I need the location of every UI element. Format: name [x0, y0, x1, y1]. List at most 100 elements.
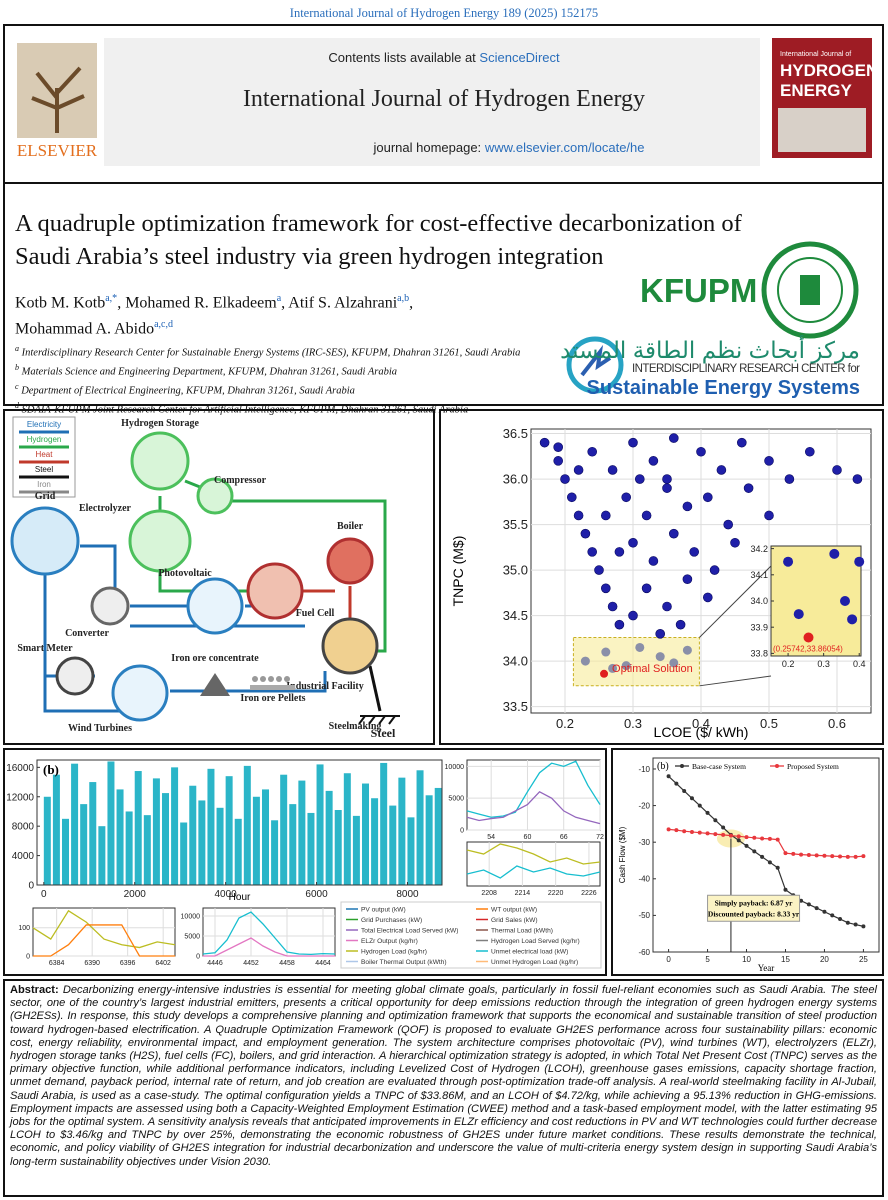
x-tick-label: 0.4: [692, 716, 710, 731]
bar: [98, 826, 106, 885]
x-tick-label: 0.2: [782, 659, 795, 669]
node-label: Industrial Facility: [286, 681, 364, 692]
abstract-label: Abstract:: [10, 984, 59, 996]
abstract-text: Decarbonizing energy-intensive industrie…: [10, 984, 877, 1168]
irc-icon-bolt: [580, 344, 612, 377]
legend-label: Iron: [37, 480, 51, 489]
header-rule: [3, 182, 884, 184]
x-tick-label: 0: [666, 955, 671, 964]
cluster-point: [608, 663, 618, 673]
y-tick-label: 0: [28, 881, 34, 892]
author-sup: a,c,d: [154, 319, 173, 331]
author: Kotb M. Kotb: [15, 294, 106, 312]
node-circle: [326, 537, 374, 585]
legend-label: Thermal Load (kWth): [491, 928, 553, 935]
y-tick-label: 33.9: [750, 622, 768, 632]
y-tick-label: 34.1: [750, 570, 768, 580]
x-tick-label: 6384: [49, 960, 65, 967]
series-marker: [760, 836, 765, 841]
x-tick-label: 6000: [305, 889, 328, 900]
y-tick-label: 8000: [12, 822, 35, 833]
node-label: Iron ore Pellets: [240, 693, 305, 704]
y-tick-label: -50: [638, 911, 650, 920]
bar: [143, 815, 151, 885]
point: [641, 583, 652, 594]
cluster-point: [655, 652, 665, 662]
inset-point: [783, 556, 794, 567]
point: [682, 574, 693, 584]
series-line: [202, 911, 336, 956]
inset-point: [854, 556, 865, 567]
series-marker: [830, 913, 835, 918]
bar: [389, 805, 397, 885]
kfupm-text: KFUPM: [640, 272, 757, 309]
subplot-bg: [467, 842, 600, 886]
point: [669, 433, 679, 443]
hourly-frame: [3, 748, 607, 976]
node-label: Steelmaking: [329, 721, 382, 732]
point: [621, 492, 631, 503]
subplot-bg: [33, 908, 175, 956]
point: [573, 465, 584, 475]
annotation-box: [707, 894, 801, 922]
series-marker: [838, 854, 843, 859]
series-marker: [791, 851, 796, 856]
series-marker: [674, 828, 679, 833]
legend-label: Steel: [35, 465, 53, 474]
y-tick-label: 0: [460, 827, 464, 834]
homepage-link[interactable]: www.elsevier.com/locate/he: [484, 140, 645, 155]
bar: [398, 777, 406, 885]
bar: [171, 767, 179, 885]
x-tick-label: 8000: [396, 889, 419, 900]
sciencedirect-link[interactable]: ScienceDirect: [479, 50, 560, 65]
x-tick-label: 2226: [581, 890, 597, 897]
author: Mohamed R. Elkadeem: [125, 294, 277, 312]
y-tick-label: 35.5: [503, 517, 528, 532]
panel-label: (b): [43, 762, 59, 777]
bar: [325, 790, 333, 885]
bar: [380, 762, 388, 885]
series-marker: [689, 796, 694, 801]
y-tick-label: 34.5: [503, 608, 528, 623]
legend-marker: [680, 764, 684, 768]
x-tick-label: 2214: [515, 890, 531, 897]
affiliation-text: Department of Electrical Engineering, KF…: [21, 385, 355, 397]
point: [736, 437, 747, 448]
point: [655, 629, 665, 639]
y-tick-label: 34.0: [750, 596, 768, 606]
elsevier-logo: ELSEVIER: [17, 43, 98, 160]
series-line: [466, 843, 601, 865]
y-tick-label: 35.0: [503, 563, 528, 578]
point: [594, 565, 604, 575]
point: [675, 619, 686, 630]
x-tick-label: 0.4: [853, 659, 866, 669]
series-marker: [799, 898, 804, 903]
affiliation: b Materials Science and Engineering Depa…: [15, 361, 520, 380]
series-marker: [814, 906, 819, 911]
point: [662, 601, 672, 612]
legend-label: Hydrogen: [27, 435, 62, 444]
y-axis-label: TNPC (M$): [450, 536, 466, 607]
y-tick-label: 16000: [6, 763, 34, 774]
bar: [71, 763, 79, 885]
y-tick-label: 34.2: [750, 544, 768, 554]
point: [587, 547, 597, 557]
cluster-point: [621, 661, 631, 671]
point: [628, 537, 638, 548]
point: [573, 510, 584, 521]
annotation: Discounted payback: 8.33 yr: [708, 909, 800, 918]
x-tick-label: 0.2: [556, 716, 574, 731]
y-tick-label: 36.5: [503, 426, 528, 441]
bar: [125, 811, 133, 885]
series-line: [668, 828, 864, 858]
bar: [416, 770, 424, 885]
node-circle: [111, 664, 169, 722]
series-marker: [744, 843, 749, 848]
legend-label: PV output (kW): [361, 907, 406, 914]
bar: [134, 771, 142, 885]
irc-line1: INTERDISCIPLINARY RESEARCH CENTER for: [632, 363, 860, 375]
optimal-value-label: (0.25742,33.86054): [773, 645, 843, 654]
series-marker: [775, 865, 780, 870]
point: [764, 456, 774, 466]
